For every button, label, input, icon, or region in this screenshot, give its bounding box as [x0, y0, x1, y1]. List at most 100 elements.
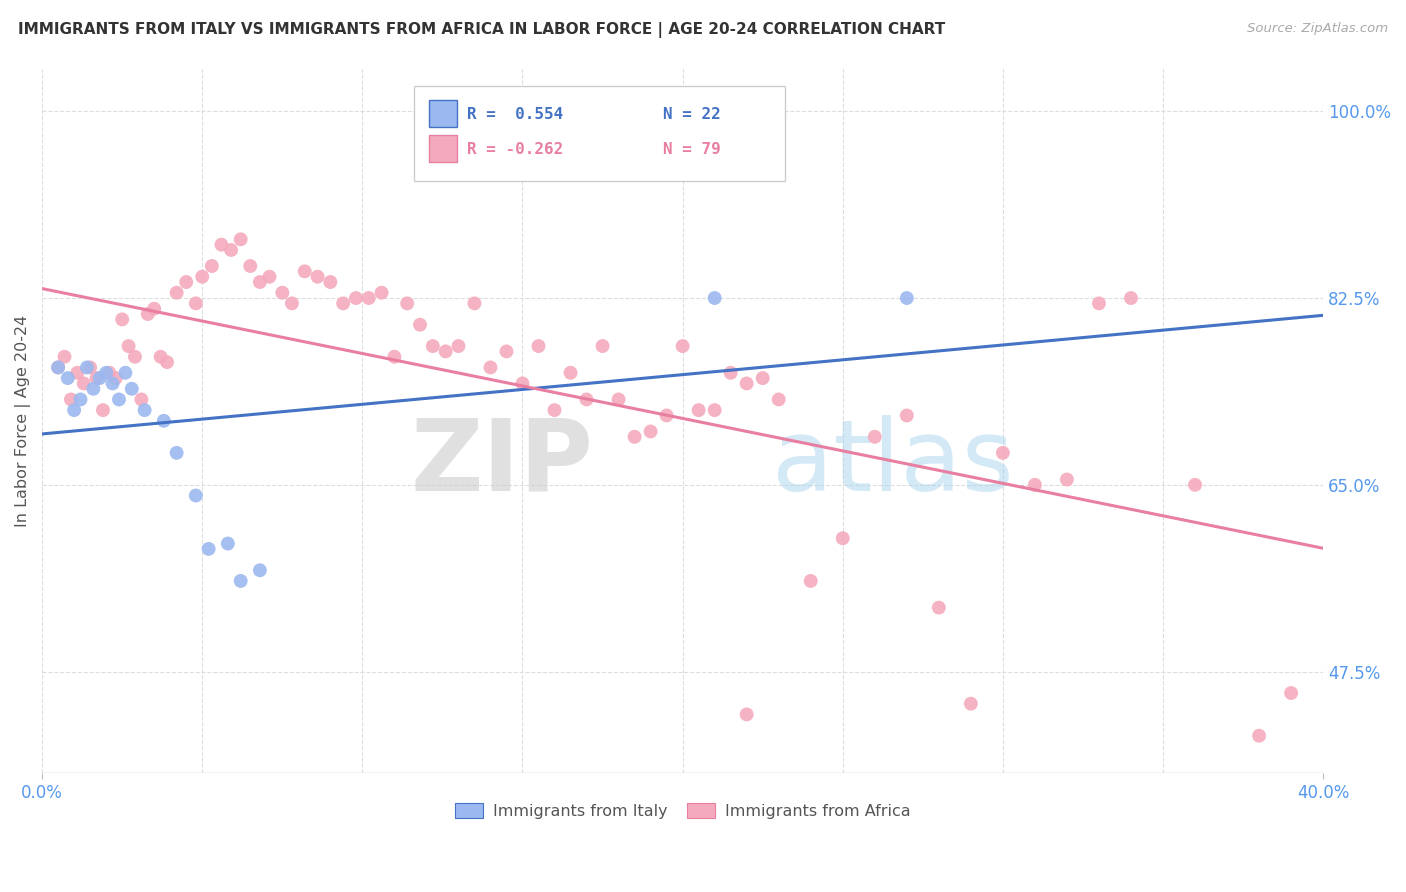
Text: N = 79: N = 79 — [664, 142, 721, 157]
Point — [76, 360, 98, 375]
Y-axis label: In Labor Force | Age 20-24: In Labor Force | Age 20-24 — [15, 315, 31, 527]
Point — [184, 296, 207, 310]
Point — [703, 291, 725, 305]
Point — [991, 446, 1014, 460]
Point — [63, 403, 86, 417]
Point — [319, 275, 342, 289]
Point — [166, 285, 188, 300]
Point — [655, 409, 678, 423]
Point — [863, 430, 886, 444]
Text: atlas: atlas — [772, 415, 1014, 512]
Point — [281, 296, 304, 310]
Point — [1088, 296, 1111, 310]
Point — [607, 392, 630, 407]
Point — [1056, 473, 1078, 487]
Point — [104, 371, 127, 385]
Text: N = 22: N = 22 — [664, 107, 721, 122]
Point — [101, 376, 124, 391]
Point — [434, 344, 457, 359]
Point — [735, 376, 758, 391]
Point — [479, 360, 502, 375]
Point — [197, 541, 219, 556]
Point — [114, 366, 136, 380]
Point — [575, 392, 598, 407]
Point — [592, 339, 614, 353]
Point — [53, 350, 76, 364]
Point — [396, 296, 419, 310]
FancyBboxPatch shape — [429, 100, 457, 127]
Point — [219, 243, 242, 257]
Point — [153, 414, 176, 428]
Point — [249, 563, 271, 577]
Text: Source: ZipAtlas.com: Source: ZipAtlas.com — [1247, 22, 1388, 36]
Point — [201, 259, 224, 273]
Point — [640, 425, 662, 439]
Text: R =  0.554: R = 0.554 — [467, 107, 564, 122]
Text: ZIP: ZIP — [411, 415, 593, 512]
Point — [108, 392, 131, 407]
Point — [121, 382, 143, 396]
Point — [82, 382, 104, 396]
Point — [59, 392, 82, 407]
Point — [239, 259, 262, 273]
Point — [86, 371, 108, 385]
Point — [751, 371, 773, 385]
Point — [543, 403, 565, 417]
Point — [800, 574, 823, 588]
Point — [1249, 729, 1271, 743]
Point — [96, 366, 118, 380]
Point — [384, 350, 406, 364]
Point — [46, 360, 69, 375]
Point — [896, 291, 918, 305]
Point — [928, 600, 950, 615]
Point — [1279, 686, 1302, 700]
Point — [143, 301, 166, 316]
Point — [357, 291, 380, 305]
Point — [463, 296, 485, 310]
Point — [217, 536, 239, 550]
FancyBboxPatch shape — [413, 87, 785, 181]
Point — [249, 275, 271, 289]
Point — [111, 312, 134, 326]
Point — [191, 269, 214, 284]
Point — [91, 403, 114, 417]
Point — [495, 344, 517, 359]
Point — [229, 232, 252, 246]
Point — [134, 403, 156, 417]
Point — [124, 350, 146, 364]
Point — [79, 360, 101, 375]
Point — [136, 307, 159, 321]
Point — [512, 376, 534, 391]
Point — [344, 291, 367, 305]
Point — [623, 430, 645, 444]
Point — [720, 366, 742, 380]
Point — [307, 269, 329, 284]
Point — [527, 339, 550, 353]
Point — [1024, 478, 1046, 492]
Point — [166, 446, 188, 460]
Point — [735, 707, 758, 722]
Point — [688, 403, 710, 417]
Point — [271, 285, 294, 300]
Point — [69, 392, 91, 407]
Point — [672, 339, 695, 353]
Point — [98, 366, 121, 380]
Point — [768, 392, 790, 407]
Point — [447, 339, 470, 353]
Legend: Immigrants from Italy, Immigrants from Africa: Immigrants from Italy, Immigrants from A… — [449, 797, 917, 825]
Point — [422, 339, 444, 353]
Text: IMMIGRANTS FROM ITALY VS IMMIGRANTS FROM AFRICA IN LABOR FORCE | AGE 20-24 CORRE: IMMIGRANTS FROM ITALY VS IMMIGRANTS FROM… — [18, 22, 945, 38]
Point — [294, 264, 316, 278]
Point — [131, 392, 153, 407]
FancyBboxPatch shape — [429, 136, 457, 162]
Point — [211, 237, 233, 252]
Point — [960, 697, 983, 711]
Point — [66, 366, 89, 380]
Point — [831, 531, 853, 545]
Point — [117, 339, 139, 353]
Point — [46, 360, 69, 375]
Point — [1119, 291, 1142, 305]
Point — [56, 371, 79, 385]
Point — [896, 409, 918, 423]
Point — [332, 296, 354, 310]
